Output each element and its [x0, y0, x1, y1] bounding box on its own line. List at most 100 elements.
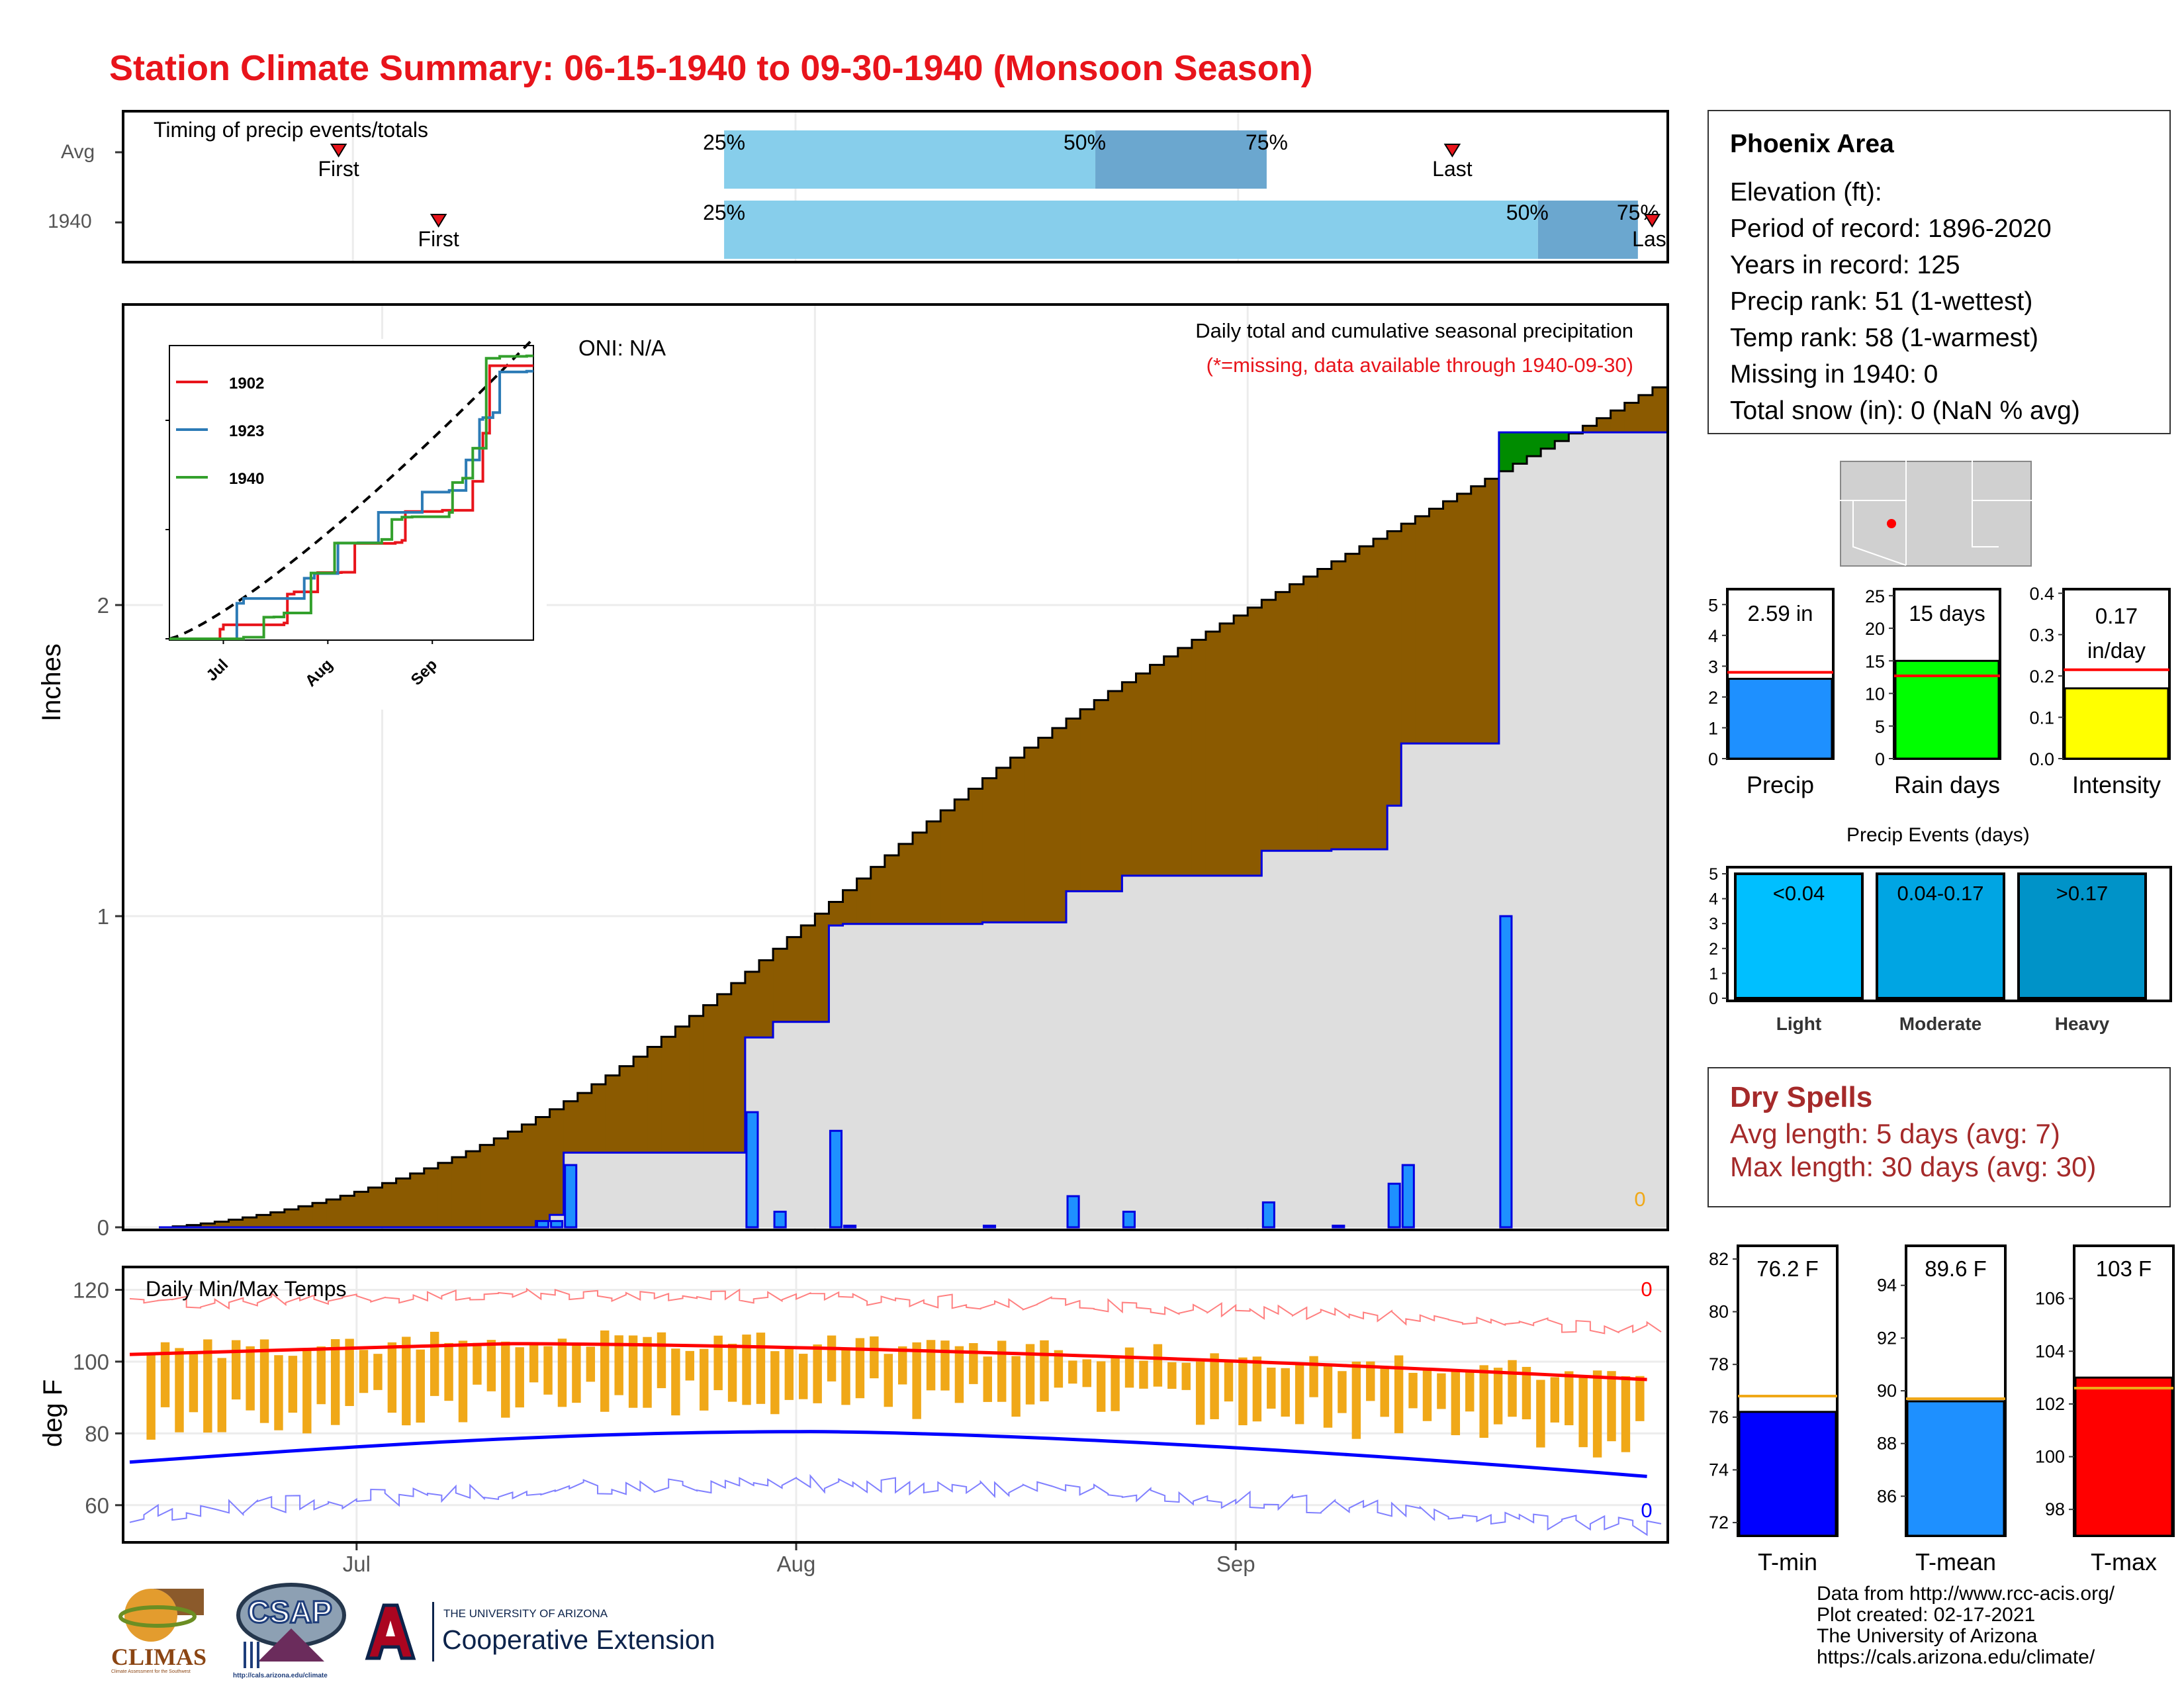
footer-created: Plot created: 02-17-2021: [1817, 1604, 2036, 1626]
deficit-surplus-fill: [1527, 432, 1541, 457]
daily-temp-bar: [486, 1340, 496, 1391]
daily-temp-bar: [983, 1356, 992, 1402]
inset-xtick-label: Aug: [302, 656, 336, 690]
ua-a-icon: [365, 1603, 416, 1660]
temp-xtick-label: Sep: [1216, 1552, 1255, 1576]
daily-temp-bar: [1422, 1370, 1432, 1421]
daily-temp-bar: [1238, 1357, 1248, 1426]
events-title: Precip Events (days): [1846, 824, 2030, 846]
daily-temp-bar: [1635, 1376, 1645, 1421]
deficit-surplus-fill: [661, 1037, 676, 1153]
temp-count-top: 0: [1641, 1278, 1652, 1301]
climas-logo-mark: [118, 1589, 204, 1642]
deficit-surplus-fill: [340, 1196, 355, 1227]
intensity-value-label: 0.17: [2095, 604, 2138, 628]
daily-temp-bar: [231, 1340, 241, 1400]
inset-legend-label: 1923: [229, 422, 264, 440]
timing-first-marker: [430, 214, 447, 228]
daily-temp-bar: [940, 1340, 950, 1391]
daily-temp-bar: [1380, 1368, 1389, 1417]
timing-box-upper: [1537, 201, 1638, 259]
inset-xtick-label: Sep: [408, 656, 441, 689]
footer-source: Data from http://www.rcc-acis.org/: [1817, 1583, 2115, 1605]
deficit-surplus-fill: [466, 1151, 480, 1227]
station-temp-rank: Temp rank: 58 (1-warmest): [1730, 324, 2038, 352]
temp-ylabel: deg F: [38, 1379, 68, 1447]
deficit-surplus-fill: [717, 994, 732, 1153]
daily-temp-bar: [870, 1336, 879, 1379]
daily-temp-bar: [1181, 1362, 1191, 1390]
deficit-surplus-fill: [354, 1192, 369, 1227]
deficit-surplus-fill: [619, 1066, 634, 1153]
daily-temp-bar: [203, 1339, 212, 1433]
deficit-surplus-fill: [1345, 553, 1360, 849]
deficit-surplus-fill: [605, 1075, 620, 1153]
daily-temp-bar: [1451, 1370, 1461, 1436]
deficit-surplus-fill: [1289, 584, 1304, 851]
record-low-line: [129, 1474, 1662, 1536]
deficit-surplus-fill: [1052, 727, 1067, 923]
timing-q75-label: 75%: [1246, 130, 1288, 154]
daily-temp-bar: [274, 1355, 283, 1430]
intensity-bar: [2064, 687, 2169, 760]
daily-temp-bar: [175, 1348, 184, 1432]
daily-temp-bar: [954, 1346, 964, 1403]
deficit-surplus-fill: [1555, 432, 1569, 442]
station-snow: Total snow (in): 0 (NaN % avg): [1730, 397, 2080, 425]
daily-temp-bar: [1195, 1361, 1205, 1425]
avg-high-line: [129, 1342, 1647, 1382]
station-period: Period of record: 1896-2020: [1730, 214, 2052, 243]
daily-temp-bar: [756, 1333, 766, 1404]
tmin-bar: [1738, 1411, 1837, 1537]
timing-row-avg: Avg: [61, 141, 95, 163]
daily-temp-bar: [912, 1342, 921, 1419]
intensity-tick-label: 0.1: [2029, 708, 2054, 728]
ua-extension-text: Cooperative Extension: [442, 1624, 715, 1655]
deficit-surplus-fill: [1498, 432, 1514, 471]
intensity-tick-label: 0.4: [2029, 584, 2054, 604]
deficit-surplus-fill: [1429, 508, 1444, 744]
daily-temp-bar: [1309, 1356, 1318, 1397]
daily-temp-bar: [1323, 1364, 1333, 1428]
temp-ytick-label: 80: [85, 1421, 109, 1446]
deficit-surplus-fill: [1234, 615, 1248, 876]
daily-temp-bar: [572, 1343, 581, 1403]
daily-temp-bar: [685, 1350, 695, 1381]
deficit-surplus-fill: [1024, 747, 1039, 923]
tmax-tick-label: 98: [2045, 1499, 2065, 1519]
deficit-surplus-fill: [1596, 418, 1612, 433]
deficit-surplus-fill: [256, 1215, 271, 1227]
deficit-surplus-fill: [1150, 665, 1165, 876]
daily-temp-bar: [1068, 1360, 1077, 1384]
deficit-surplus-fill: [913, 832, 927, 924]
event-bar-value-label: <0.04: [1773, 882, 1825, 905]
deficit-surplus-fill: [1080, 709, 1095, 892]
daily-temp-bar: [1465, 1370, 1475, 1412]
deficit-surplus-fill: [396, 1178, 411, 1227]
summary-bars: 0 1 2 3 4 5 2.59 in Precip 0 5 10 15 20 25 15 days Rain…: [1708, 584, 2171, 798]
daily-temp-bar: [543, 1346, 553, 1395]
deficit-surplus-fill: [801, 925, 815, 1022]
daily-temp-bar: [969, 1342, 978, 1384]
temp-ytick-label: 120: [73, 1278, 109, 1303]
daily-temp-bar: [586, 1346, 596, 1382]
daily-temp-bar: [1295, 1364, 1304, 1425]
raindays-tick-label: 25: [1865, 586, 1885, 606]
temp-panel-label: Daily Min/Max Temps: [146, 1277, 346, 1301]
dry-spells-max: Max length: 30 days (avg: 30): [1730, 1151, 2097, 1182]
deficit-surplus-fill: [1387, 531, 1402, 806]
daily-precip-bar: [536, 1220, 550, 1229]
deficit-surplus-fill: [494, 1138, 508, 1227]
daily-temp-bar: [1281, 1368, 1290, 1417]
footer-url: https://cals.arizona.edu/climate/: [1817, 1646, 2095, 1668]
daily-temp-bar: [458, 1340, 468, 1423]
timing-last-label: Last: [1432, 157, 1473, 181]
deficit-surplus-fill: [270, 1212, 285, 1227]
csap-logo-mark: [236, 1583, 346, 1668]
precip-ytick-label: 0: [97, 1215, 109, 1240]
deficit-surplus-fill: [856, 878, 872, 924]
timing-first-marker: [330, 144, 347, 158]
deficit-surplus-fill: [982, 778, 997, 923]
precip-tick-label: 2: [1708, 688, 1718, 708]
deficit-surplus-fill: [563, 1101, 578, 1153]
